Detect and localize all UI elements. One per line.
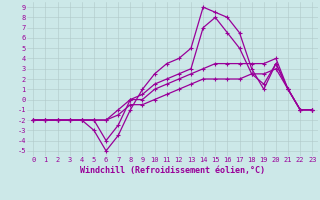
X-axis label: Windchill (Refroidissement éolien,°C): Windchill (Refroidissement éolien,°C) — [80, 166, 265, 175]
